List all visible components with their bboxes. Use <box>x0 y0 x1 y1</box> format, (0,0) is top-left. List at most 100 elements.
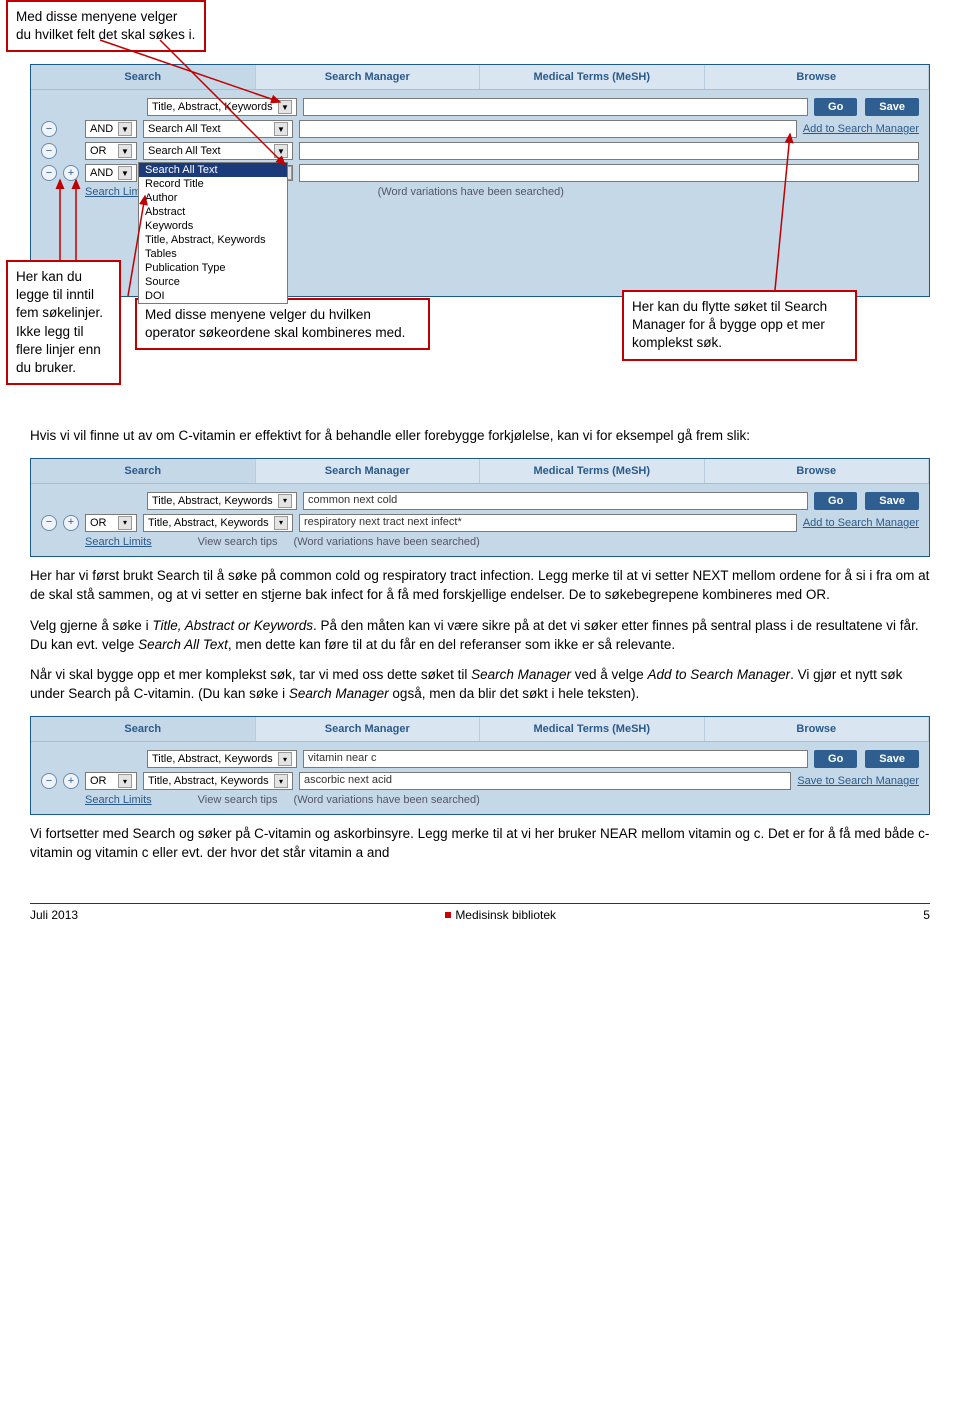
callout-addlines-text: Her kan du legge til inntil fem søkelinj… <box>16 269 103 375</box>
field-value: Search All Text <box>148 123 221 135</box>
field-select-row1[interactable]: Title, Abstract, Keywords ▾ <box>147 492 297 510</box>
dropdown-option[interactable]: Record Title <box>139 177 287 191</box>
screenshot-1: Search Search Manager Medical Terms (MeS… <box>30 64 930 297</box>
field-select-row2[interactable]: Search All Text ▼ <box>143 120 293 138</box>
text: også, men da blir det søkt i hele tekste… <box>389 686 640 701</box>
tab-search-manager[interactable]: Search Manager <box>256 65 481 89</box>
search-limits-link[interactable]: Search Limits <box>85 794 152 806</box>
tab-mesh[interactable]: Medical Terms (MeSH) <box>480 65 705 89</box>
tab-search-manager[interactable]: Search Manager <box>256 459 481 483</box>
dropdown-option[interactable]: Title, Abstract, Keywords <box>139 233 287 247</box>
operator-select-row3[interactable]: OR ▼ <box>85 142 137 160</box>
tab-search-manager[interactable]: Search Manager <box>256 717 481 741</box>
save-to-manager-link[interactable]: Save to Search Manager <box>797 775 919 787</box>
search-input-row2[interactable]: ascorbic next acid <box>299 772 791 790</box>
operator-select-row2[interactable]: OR ▾ <box>85 772 137 790</box>
italic: Search All Text <box>138 637 228 652</box>
search-input-row2[interactable]: respiratory next tract next infect* <box>299 514 797 532</box>
variations-note: (Word variations have been searched) <box>294 536 480 548</box>
view-tips[interactable]: View search tips <box>198 536 278 548</box>
callout-fields: Med disse menyene velger du hvilket felt… <box>6 0 206 52</box>
search-limits-link[interactable]: Search Limits <box>85 536 152 548</box>
dropdown-option[interactable]: Abstract <box>139 205 287 219</box>
search-input-row1[interactable]: common next cold <box>303 492 808 510</box>
caret-down-icon: ▾ <box>118 516 132 530</box>
field-value: Title, Abstract, Keywords <box>152 101 273 113</box>
add-row-button[interactable]: + <box>63 773 79 789</box>
caret-down-icon: ▾ <box>278 494 292 508</box>
add-to-manager-link[interactable]: Add to Search Manager <box>803 123 919 135</box>
variations-note: (Word variations have been searched) <box>294 794 480 806</box>
callout-operator: Med disse menyene velger du hvilken oper… <box>135 298 430 350</box>
paragraph-intro: Hvis vi vil finne ut av om C-vitamin er … <box>30 427 930 446</box>
search-input-row1[interactable]: vitamin near c <box>303 750 808 768</box>
add-to-manager-link[interactable]: Add to Search Manager <box>803 517 919 529</box>
field-select-row1[interactable]: Title, Abstract, Keywords ▾ <box>147 750 297 768</box>
field-value: Title, Abstract, Keywords <box>148 517 269 529</box>
text: ved å velge <box>571 667 648 682</box>
operator-value: OR <box>90 775 107 787</box>
dropdown-option[interactable]: Keywords <box>139 219 287 233</box>
caret-down-icon: ▼ <box>274 122 288 136</box>
search-input-row1[interactable] <box>303 98 808 116</box>
screenshot-2: Search Search Manager Medical Terms (MeS… <box>30 458 930 557</box>
remove-row-button[interactable]: − <box>41 165 57 181</box>
operator-select-row4[interactable]: AND ▼ <box>85 164 137 182</box>
italic: Add to Search Manager <box>648 667 791 682</box>
field-value: Title, Abstract, Keywords <box>152 753 273 765</box>
tab-mesh[interactable]: Medical Terms (MeSH) <box>480 717 705 741</box>
save-button[interactable]: Save <box>865 492 919 510</box>
operator-value: AND <box>90 123 113 135</box>
add-row-button[interactable]: + <box>63 515 79 531</box>
caret-down-icon: ▾ <box>278 752 292 766</box>
dropdown-option[interactable]: Search All Text <box>139 163 287 177</box>
search-input-row3[interactable] <box>299 142 919 160</box>
dropdown-option[interactable]: Tables <box>139 247 287 261</box>
tab-search[interactable]: Search <box>31 459 256 483</box>
remove-row-button[interactable]: − <box>41 773 57 789</box>
go-button[interactable]: Go <box>814 98 857 116</box>
tab-search[interactable]: Search <box>31 65 256 89</box>
go-button[interactable]: Go <box>814 750 857 768</box>
tab-browse[interactable]: Browse <box>705 717 930 741</box>
caret-down-icon: ▼ <box>118 122 132 136</box>
footer-center-text: Medisinsk bibliotek <box>455 908 556 922</box>
field-select-row2[interactable]: Title, Abstract, Keywords ▾ <box>143 514 293 532</box>
tab-browse[interactable]: Browse <box>705 65 930 89</box>
logo-dot-icon <box>445 912 451 918</box>
remove-row-button[interactable]: − <box>41 121 57 137</box>
caret-down-icon: ▾ <box>274 774 288 788</box>
save-button[interactable]: Save <box>865 750 919 768</box>
dropdown-option[interactable]: Publication Type <box>139 261 287 275</box>
search-input-row2[interactable] <box>299 120 797 138</box>
text: Velg gjerne å søke i <box>30 618 152 633</box>
paragraph-3: Velg gjerne å søke i Title, Abstract or … <box>30 617 930 655</box>
dropdown-option[interactable]: DOI <box>139 289 287 303</box>
save-button[interactable]: Save <box>865 98 919 116</box>
field-select-row2[interactable]: Title, Abstract, Keywords ▾ <box>143 772 293 790</box>
field-select-row1[interactable]: Title, Abstract, Keywords ▼ <box>147 98 297 116</box>
operator-select-row2[interactable]: OR ▾ <box>85 514 137 532</box>
tab-search[interactable]: Search <box>31 717 256 741</box>
field-dropdown-open[interactable]: Search All Text Record Title Author Abst… <box>138 162 288 304</box>
search-input-row4[interactable] <box>299 164 919 182</box>
italic: Search Manager <box>471 667 571 682</box>
go-button[interactable]: Go <box>814 492 857 510</box>
add-row-button[interactable]: + <box>63 165 79 181</box>
field-value: Title, Abstract, Keywords <box>152 495 273 507</box>
dropdown-option[interactable]: Author <box>139 191 287 205</box>
view-tips[interactable]: View search tips <box>198 794 278 806</box>
field-select-row3[interactable]: Search All Text ▼ <box>143 142 293 160</box>
operator-select-row2[interactable]: AND ▼ <box>85 120 137 138</box>
footer-center: Medisinsk bibliotek <box>445 908 556 922</box>
dropdown-option[interactable]: Source <box>139 275 287 289</box>
caret-down-icon: ▾ <box>118 774 132 788</box>
remove-row-button[interactable]: − <box>41 515 57 531</box>
paragraph-2: Her har vi først brukt Search til å søke… <box>30 567 930 605</box>
remove-row-button[interactable]: − <box>41 143 57 159</box>
caret-down-icon: ▼ <box>118 144 132 158</box>
italic: Search Manager <box>289 686 389 701</box>
tab-browse[interactable]: Browse <box>705 459 930 483</box>
tab-mesh[interactable]: Medical Terms (MeSH) <box>480 459 705 483</box>
footer-page-number: 5 <box>923 908 930 922</box>
